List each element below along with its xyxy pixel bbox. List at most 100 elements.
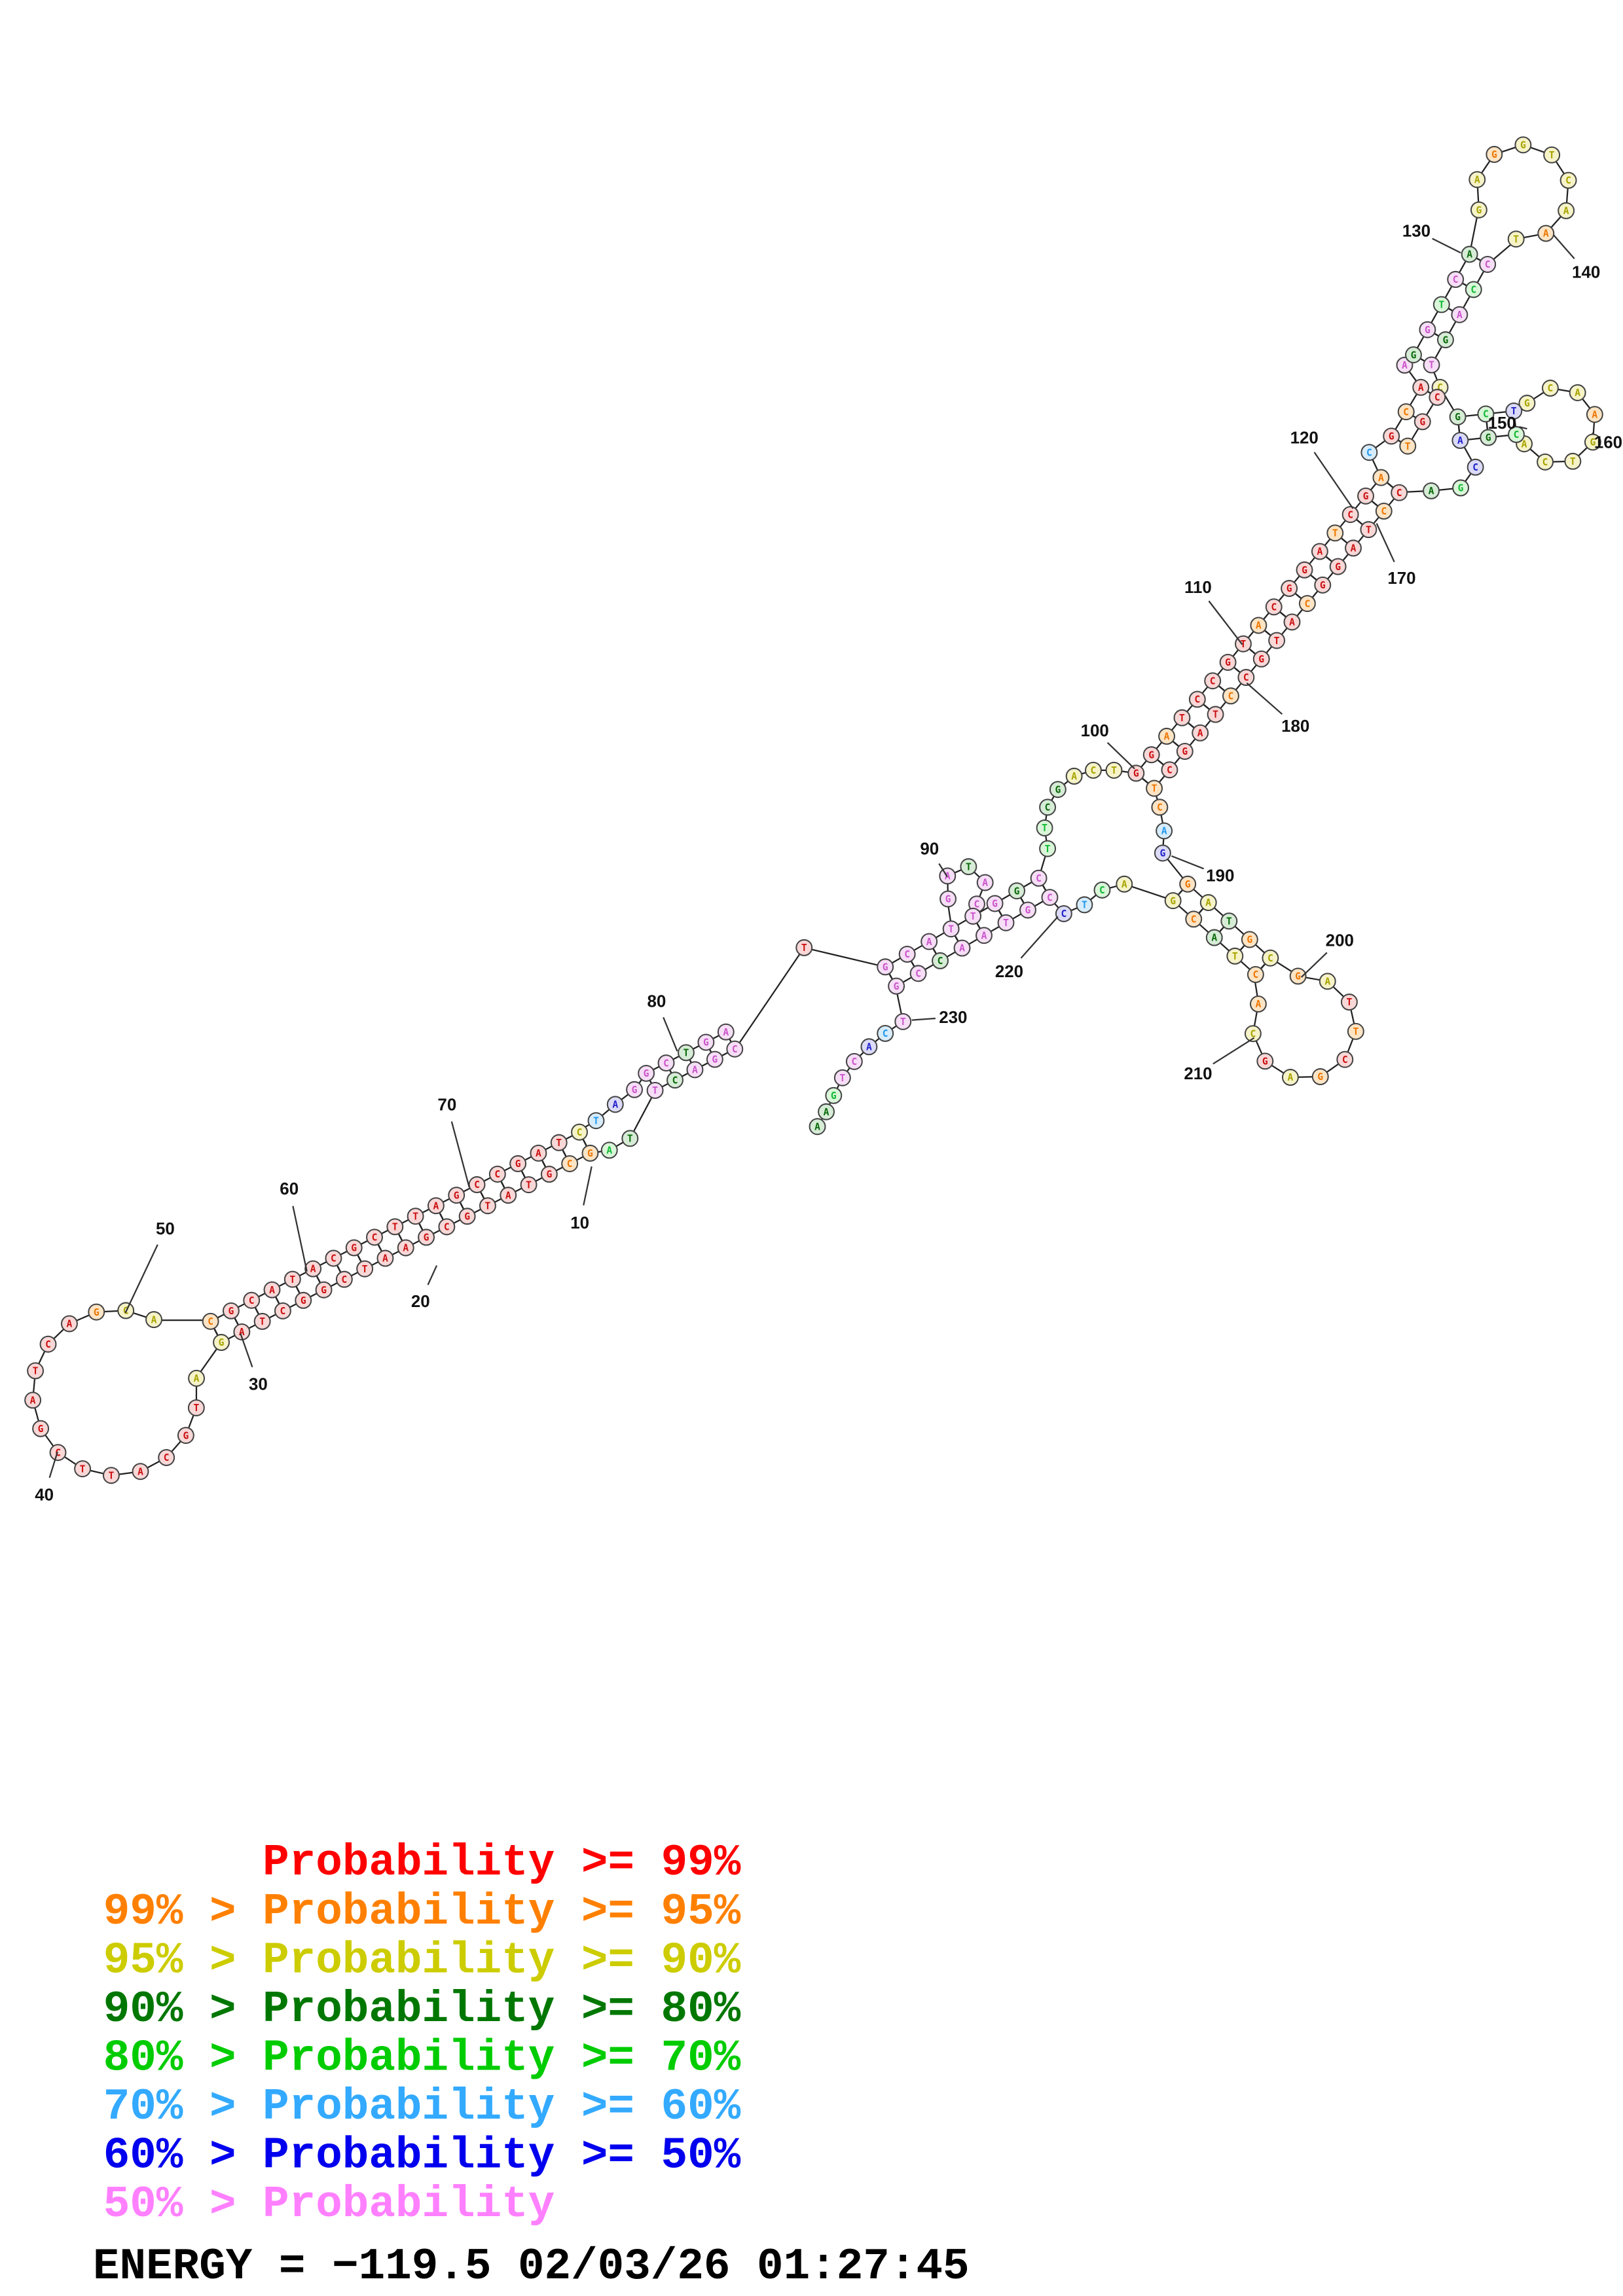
nucleotide-base: G <box>945 894 951 905</box>
nucleotide-base: G <box>712 1054 718 1066</box>
nucleotide <box>1252 650 1270 668</box>
nucleotide-base: G <box>831 1090 837 1102</box>
nucleotide-base: T <box>1405 441 1411 452</box>
label-tick <box>1020 916 1059 959</box>
nucleotide-base: A <box>723 1027 729 1038</box>
nucleotide <box>638 1064 655 1082</box>
nucleotide <box>953 939 971 957</box>
position-label: 80 <box>647 992 666 1011</box>
nucleotide <box>1298 595 1316 613</box>
nucleotide <box>448 1187 465 1204</box>
nucleotide-base: C <box>1403 406 1409 418</box>
nucleotide <box>1244 1025 1262 1043</box>
nucleotide-base: C <box>883 1028 888 1039</box>
nucleotide <box>587 1112 605 1130</box>
nucleotide <box>418 1229 435 1246</box>
nucleotide <box>1164 892 1182 910</box>
nucleotide <box>825 1086 843 1104</box>
nucleotide-base: C <box>1342 1054 1348 1066</box>
nucleotide-base: C <box>494 1169 500 1180</box>
position-label: 230 <box>939 1009 967 1027</box>
nucleotide <box>145 1311 162 1329</box>
nucleotide <box>500 1187 517 1204</box>
nucleotide-base: A <box>1563 206 1569 217</box>
legend-line-99: Probability >= 99% <box>263 1839 741 1888</box>
label-tick <box>48 1451 58 1479</box>
position-label: 160 <box>1594 433 1622 452</box>
nucleotide-base: A <box>1071 771 1077 782</box>
nucleotide <box>1479 255 1497 273</box>
nucleotide-base: C <box>1210 675 1216 687</box>
nucleotide-base: G <box>1295 971 1301 982</box>
nucleotide <box>1486 145 1503 163</box>
nucleotide-base: A <box>151 1314 157 1325</box>
nucleotide-base: C <box>444 1222 450 1233</box>
label-tick <box>1553 234 1575 260</box>
label-tick <box>1376 523 1395 563</box>
nucleotide-base: C <box>1437 382 1443 393</box>
nucleotide-base: T <box>652 1085 658 1096</box>
position-label: 60 <box>280 1180 299 1198</box>
nucleotide-base: A <box>824 1107 830 1118</box>
nucleotide <box>1569 384 1586 401</box>
label-tick <box>1432 238 1461 254</box>
nucleotide <box>479 1197 496 1215</box>
nucleotide <box>1127 764 1145 782</box>
nucleotide-base: C <box>1228 691 1234 702</box>
nucleotide-base: A <box>959 943 965 954</box>
nucleotide <box>657 1054 675 1072</box>
nucleotide <box>606 1096 624 1113</box>
nucleotide-base: A <box>1457 310 1463 321</box>
nucleotide-base: A <box>1289 617 1295 628</box>
nucleotide-base: T <box>1353 1026 1359 1037</box>
nucleotide-base: C <box>1243 672 1249 683</box>
nucleotide-base: T <box>289 1274 295 1285</box>
nucleotide-base: T <box>1152 783 1158 795</box>
nucleotide-base: C <box>164 1452 170 1463</box>
nucleotide-base: C <box>1157 802 1163 814</box>
legend-line-80: 90% > Probability >= 80% <box>103 1985 741 2035</box>
nucleotide <box>1449 408 1467 425</box>
nucleotide <box>1154 844 1171 862</box>
nucleotide <box>1419 321 1436 338</box>
position-label: 10 <box>570 1214 589 1232</box>
label-tick <box>240 1333 253 1368</box>
nucleotide-base: C <box>904 949 910 960</box>
nucleotide <box>530 1144 547 1162</box>
nucleotide-base: G <box>587 1148 593 1159</box>
nucleotide <box>274 1302 291 1319</box>
label-tick <box>1313 452 1354 509</box>
label-tick <box>1300 952 1328 978</box>
backbone-link <box>629 1090 656 1139</box>
position-label: 20 <box>411 1293 430 1311</box>
nucleotide-base: C <box>567 1158 573 1170</box>
nucleotide <box>1039 840 1057 857</box>
nucleotide-base: G <box>1476 205 1482 216</box>
nucleotide <box>1250 617 1267 634</box>
nucleotide-base: T <box>1045 844 1051 855</box>
nucleotide-base: C <box>1381 506 1387 517</box>
nucleotide <box>1049 781 1067 798</box>
nucleotide-base: A <box>692 1065 698 1076</box>
nucleotide-base: T <box>801 942 807 954</box>
nucleotide <box>621 1130 639 1147</box>
nucleotide-base: G <box>1148 749 1154 761</box>
nucleotide <box>243 1291 261 1309</box>
label-tick <box>124 1244 158 1314</box>
nucleotide <box>1249 996 1267 1013</box>
nucleotide-base: T <box>33 1366 39 1377</box>
nucleotide-base: G <box>38 1424 44 1435</box>
nucleotide <box>295 1291 312 1309</box>
nucleotide <box>213 1334 230 1352</box>
nucleotide-base: T <box>1274 636 1280 647</box>
nucleotide <box>1036 819 1053 836</box>
nucleotide <box>1432 296 1450 314</box>
nucleotide-base: C <box>1252 969 1258 980</box>
nucleotide <box>1480 429 1497 446</box>
backbone-link <box>803 946 886 968</box>
nucleotide-base: G <box>1335 562 1341 573</box>
nucleotide <box>1093 881 1111 899</box>
nucleotide-base: C <box>974 899 980 910</box>
